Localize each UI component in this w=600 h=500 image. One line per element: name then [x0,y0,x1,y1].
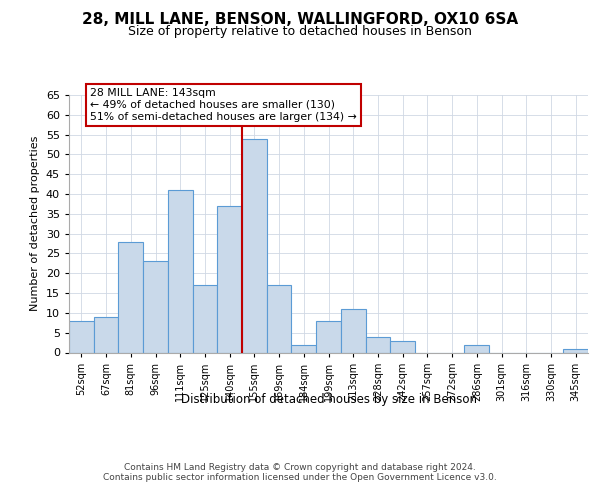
Text: Contains HM Land Registry data © Crown copyright and database right 2024.
Contai: Contains HM Land Registry data © Crown c… [103,462,497,482]
Bar [563,348,588,352]
Bar [94,317,118,352]
Bar [118,242,143,352]
Text: 28, MILL LANE, BENSON, WALLINGFORD, OX10 6SA: 28, MILL LANE, BENSON, WALLINGFORD, OX10… [82,12,518,28]
Bar [69,321,94,352]
Bar [365,336,390,352]
Text: Distribution of detached houses by size in Benson: Distribution of detached houses by size … [181,392,477,406]
Bar [390,340,415,352]
Bar [267,285,292,352]
Bar [316,321,341,352]
Bar [217,206,242,352]
Bar [242,138,267,352]
Bar [341,309,365,352]
Y-axis label: Number of detached properties: Number of detached properties [30,136,40,312]
Bar [292,344,316,352]
Bar [168,190,193,352]
Text: Size of property relative to detached houses in Benson: Size of property relative to detached ho… [128,25,472,38]
Bar [143,262,168,352]
Text: 28 MILL LANE: 143sqm
← 49% of detached houses are smaller (130)
51% of semi-deta: 28 MILL LANE: 143sqm ← 49% of detached h… [90,88,357,122]
Bar [193,285,217,352]
Bar [464,344,489,352]
